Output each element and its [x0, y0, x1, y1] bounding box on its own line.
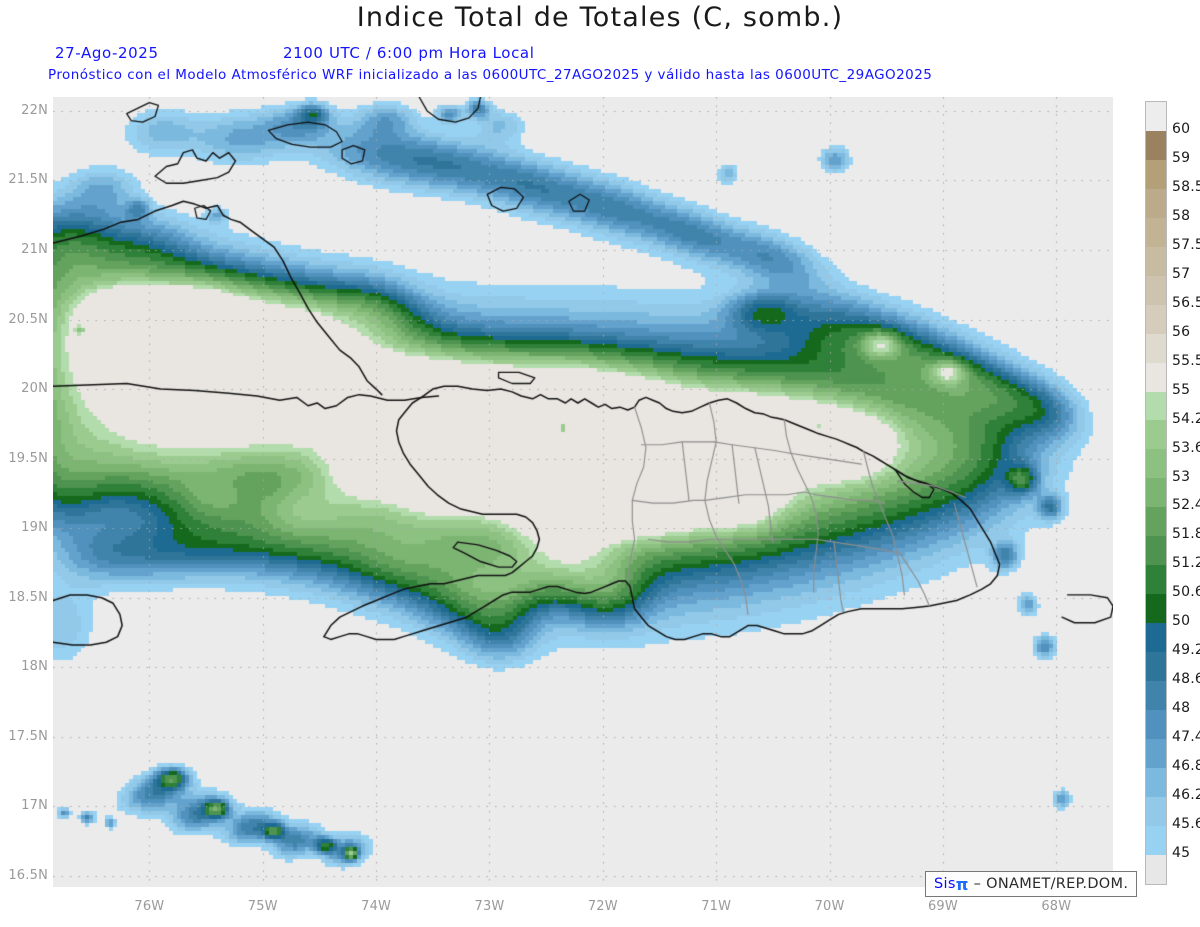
colorbar-cell: [1146, 102, 1166, 131]
map-plot-area[interactable]: [53, 97, 1113, 887]
colorbar-tick-label: 57.5: [1172, 236, 1200, 253]
colorbar-tick-label: 58.5: [1172, 178, 1200, 195]
colorbar-cell: [1146, 536, 1166, 566]
colorbar-cell: [1146, 478, 1166, 508]
colorbar-cell: [1146, 391, 1166, 421]
forecast-time: 2100 UTC / 6:00 pm Hora Local: [283, 44, 535, 62]
longitude-tick-label: 70W: [814, 899, 845, 914]
pi-symbol-icon: π: [955, 874, 969, 894]
latitude-tick-label: 18.5N: [8, 589, 48, 605]
longitude-tick-label: 68W: [1041, 899, 1072, 914]
colorbar-cell: [1146, 333, 1166, 363]
colorbar-tick-label: 50.6: [1172, 584, 1200, 601]
longitude-tick-label: 71W: [701, 899, 732, 914]
forecast-date: 27-Ago-2025: [55, 44, 159, 62]
forecast-validity-text: Pronóstico con el Modelo Atmosférico WRF…: [48, 67, 933, 83]
colorbar-tick-label: 46.2: [1172, 787, 1200, 804]
colorbar-tick-label: 51.8: [1172, 526, 1200, 543]
colorbar-tick-label: 55.5: [1172, 352, 1200, 369]
colorbar-cell: [1146, 710, 1166, 739]
forecast-datetime-line: 27-Ago-2025 2100 UTC / 6:00 pm Hora Local: [55, 44, 534, 62]
colorbar-tick-label: 53: [1172, 468, 1191, 485]
colorbar-tick-label: 48: [1172, 700, 1191, 717]
colorbar-tick-label: 51.2: [1172, 555, 1200, 572]
colorbar-cell: [1146, 362, 1166, 392]
coastline-and-grid-layer: [53, 97, 1113, 887]
colorbar[interactable]: [1145, 101, 1167, 885]
colorbar-cell: [1146, 854, 1166, 884]
page-title: Indice Total de Totales (C, somb.): [356, 2, 844, 33]
colorbar-tick-label: 45.6: [1172, 816, 1200, 833]
sispi-logo-text: Sis: [934, 876, 956, 892]
colorbar-cell: [1146, 246, 1166, 276]
longitude-tick-label: 73W: [474, 899, 505, 914]
colorbar-tick-label: 49.2: [1172, 642, 1200, 659]
longitude-tick-label: 76W: [134, 899, 165, 914]
latitude-tick-label: 22N: [21, 102, 48, 118]
latitude-tick-label: 17.5N: [8, 728, 48, 744]
colorbar-tick-label: 55: [1172, 381, 1191, 398]
colorbar-cell: [1146, 275, 1166, 305]
latitude-tick-label: 21N: [21, 241, 48, 257]
colorbar-cell: [1146, 623, 1166, 653]
colorbar-cell: [1146, 738, 1166, 768]
colorbar-cell: [1146, 594, 1166, 624]
colorbar-tick-label: 48.6: [1172, 671, 1200, 688]
colorbar-tick-label: 47.4: [1172, 729, 1200, 746]
latitude-tick-label: 20N: [21, 381, 48, 397]
colorbar-cell: [1146, 420, 1166, 450]
latitude-tick-label: 16.5N: [8, 867, 48, 883]
latitude-tick-label: 18N: [21, 659, 48, 675]
colorbar-tick-label: 50: [1172, 613, 1191, 630]
longitude-tick-label: 72W: [587, 899, 618, 914]
colorbar-tick-label: 57: [1172, 265, 1191, 282]
attribution-org: – ONAMET/REP.DOM.: [973, 876, 1129, 892]
colorbar-tick-label: 58: [1172, 207, 1191, 224]
colorbar-cell: [1146, 188, 1166, 218]
colorbar-cell: [1146, 449, 1166, 479]
colorbar-cell: [1146, 507, 1166, 537]
colorbar-tick-label: 45: [1172, 845, 1191, 862]
colorbar-cell: [1146, 304, 1166, 334]
colorbar-cell: [1146, 159, 1166, 189]
colorbar-cell: [1146, 681, 1166, 711]
longitude-tick-label: 74W: [361, 899, 392, 914]
colorbar-tick-label: 59: [1172, 149, 1191, 166]
latitude-tick-label: 19N: [21, 520, 48, 536]
colorbar-tick-label: 53.6: [1172, 439, 1200, 456]
longitude-tick-label: 75W: [247, 899, 278, 914]
colorbar-cell: [1146, 767, 1166, 797]
colorbar-cell: [1146, 796, 1166, 826]
colorbar-tick-label: 54.2: [1172, 410, 1200, 427]
latitude-tick-label: 20.5N: [8, 311, 48, 327]
attribution-badge: Sis π – ONAMET/REP.DOM.: [925, 871, 1138, 897]
colorbar-tick-label: 56.5: [1172, 294, 1200, 311]
latitude-tick-label: 17N: [21, 798, 48, 814]
colorbar-cell: [1146, 217, 1166, 247]
header: Indice Total de Totales (C, somb.) 27-Ag…: [0, 0, 1200, 95]
colorbar-tick-label: 56: [1172, 323, 1191, 340]
colorbar-tick-label: 46.8: [1172, 758, 1200, 775]
colorbar-tick-label: 52.4: [1172, 497, 1200, 514]
colorbar-tick-label: 60: [1172, 120, 1191, 137]
colorbar-cell: [1146, 565, 1166, 595]
latitude-tick-label: 19.5N: [8, 450, 48, 466]
longitude-tick-label: 69W: [927, 899, 958, 914]
colorbar-cell: [1146, 825, 1166, 855]
colorbar-cell: [1146, 130, 1166, 160]
colorbar-cell: [1146, 652, 1166, 682]
latitude-tick-label: 21.5N: [8, 172, 48, 188]
